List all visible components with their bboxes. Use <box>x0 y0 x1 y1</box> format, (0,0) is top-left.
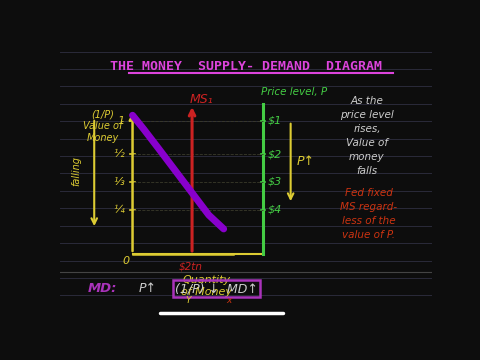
Text: $2tn: $2tn <box>178 261 202 271</box>
Text: P↑: P↑ <box>296 154 314 167</box>
Text: As the
price level
rises,
Value of
money
falls: As the price level rises, Value of money… <box>340 96 394 176</box>
Text: x: x <box>227 296 232 305</box>
Text: $2: $2 <box>267 149 281 159</box>
Text: MD:: MD: <box>88 282 118 295</box>
Text: Price level, P: Price level, P <box>261 87 327 97</box>
Text: $4: $4 <box>267 204 281 215</box>
Text: (1/P)
Value of
Money: (1/P) Value of Money <box>83 110 122 143</box>
Text: ⅓: ⅓ <box>114 177 124 187</box>
Text: Y: Y <box>186 296 191 305</box>
Text: Quantity
of Money: Quantity of Money <box>181 275 232 297</box>
Text: $1: $1 <box>267 116 281 126</box>
Text: THE MONEY  SUPPLY- DEMAND  DIAGRAM: THE MONEY SUPPLY- DEMAND DIAGRAM <box>110 60 382 73</box>
Text: MS₁: MS₁ <box>190 93 213 105</box>
Text: (1/P) ↓  MD↑: (1/P) ↓ MD↑ <box>175 282 258 295</box>
Text: P↑: P↑ <box>138 282 156 295</box>
Text: $3: $3 <box>267 177 281 187</box>
Text: 1: 1 <box>117 116 124 126</box>
Text: falling: falling <box>72 156 82 186</box>
Text: Fed fixed
MS regard-
less of the
value of P.: Fed fixed MS regard- less of the value o… <box>340 188 397 240</box>
Text: ½: ½ <box>114 149 124 159</box>
Text: 0: 0 <box>122 256 130 266</box>
Text: ¼: ¼ <box>114 204 124 215</box>
